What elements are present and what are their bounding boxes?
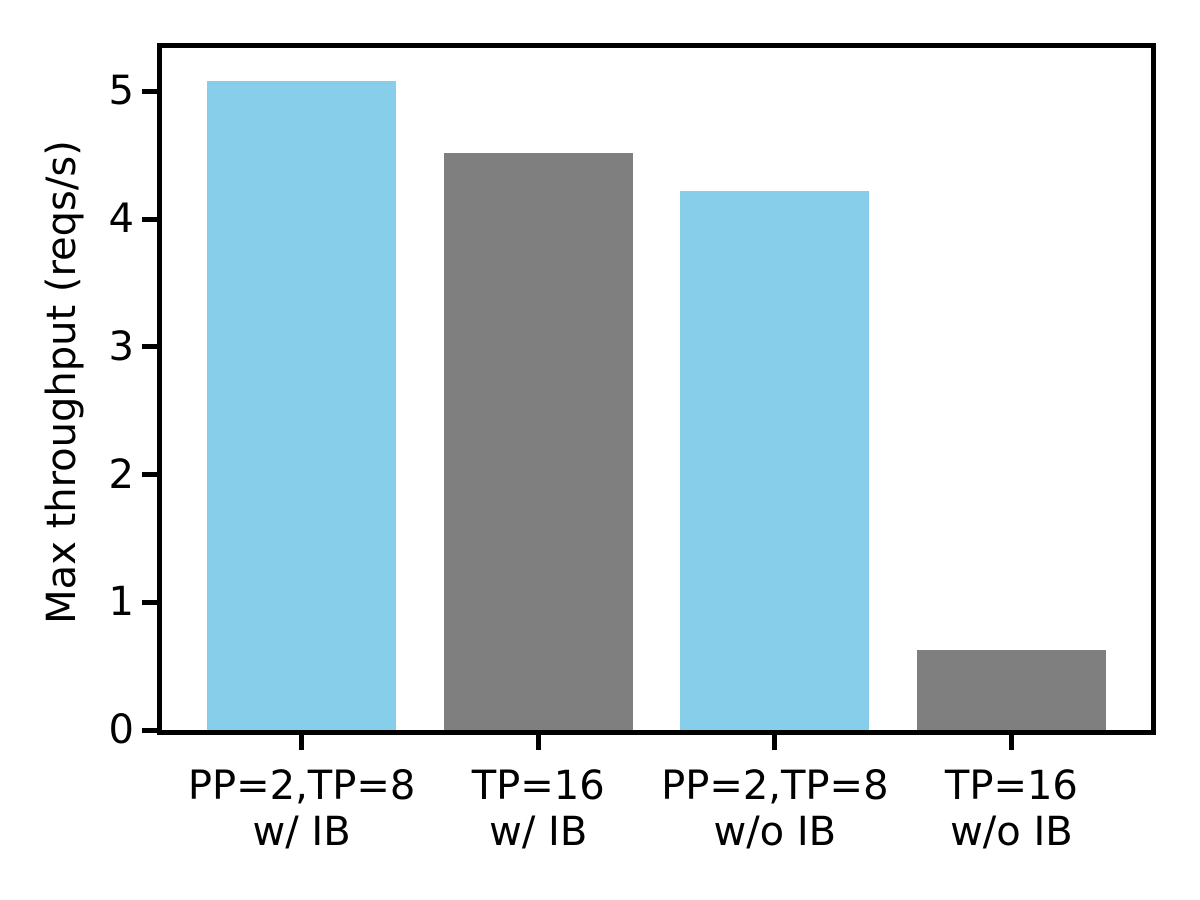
y-tick-label-4: 4 [108, 196, 134, 243]
y-tick-label-3: 3 [108, 323, 134, 370]
y-tick-label-1: 1 [108, 579, 134, 626]
x-tick-label-line: TP=16 [944, 763, 1078, 809]
bar-pp-2-tp-8-w-o-ib [680, 191, 870, 730]
bar-tp-16-w-o-ib [916, 649, 1107, 730]
y-tick-3 [142, 344, 157, 350]
y-tick-label-0: 0 [108, 707, 134, 753]
bar-tp-16-w-ib [443, 152, 633, 730]
x-tick-label-line: w/ IB [252, 809, 351, 855]
x-tick-label-line: PP=2,TP=8 [187, 763, 416, 809]
x-tick-label-line: TP=16 [471, 763, 605, 809]
x-tick-label-pp-2-tp-8-w-ib: PP=2,TP=8 w/ IB [188, 763, 415, 855]
y-tick-5 [142, 88, 157, 94]
bar-pp-2-tp-8-w-ib [206, 81, 397, 730]
y-tick-label-2: 2 [108, 451, 134, 498]
x-tick-pp-2-tp-8-w-o-ib [772, 735, 778, 750]
x-tick-label-pp-2-tp-8-w-o-ib: PP=2,TP=8 w/o IB [661, 763, 888, 855]
x-tick-tp-16-w-o-ib [1008, 735, 1014, 750]
x-tick-pp-2-tp-8-w-ib [299, 735, 305, 750]
x-tick-label-line: w/ IB [489, 809, 588, 855]
x-tick-label-line: PP=2,TP=8 [661, 763, 889, 809]
y-tick-4 [142, 216, 157, 222]
x-tick-label-tp-16-w-ib: TP=16 w/ IB [472, 763, 605, 855]
x-tick-label-line: w/o IB [950, 809, 1073, 855]
y-tick-0 [142, 727, 157, 733]
x-tick-label-line: w/o IB [713, 809, 837, 855]
y-tick-label-5: 5 [108, 68, 134, 115]
y-tick-1 [142, 599, 157, 605]
y-tick-2 [142, 472, 157, 478]
x-tick-label-tp-16-w-o-ib: TP=16 w/o IB [945, 763, 1078, 855]
plot-area [157, 43, 1156, 735]
x-tick-tp-16-w-ib [535, 735, 541, 750]
